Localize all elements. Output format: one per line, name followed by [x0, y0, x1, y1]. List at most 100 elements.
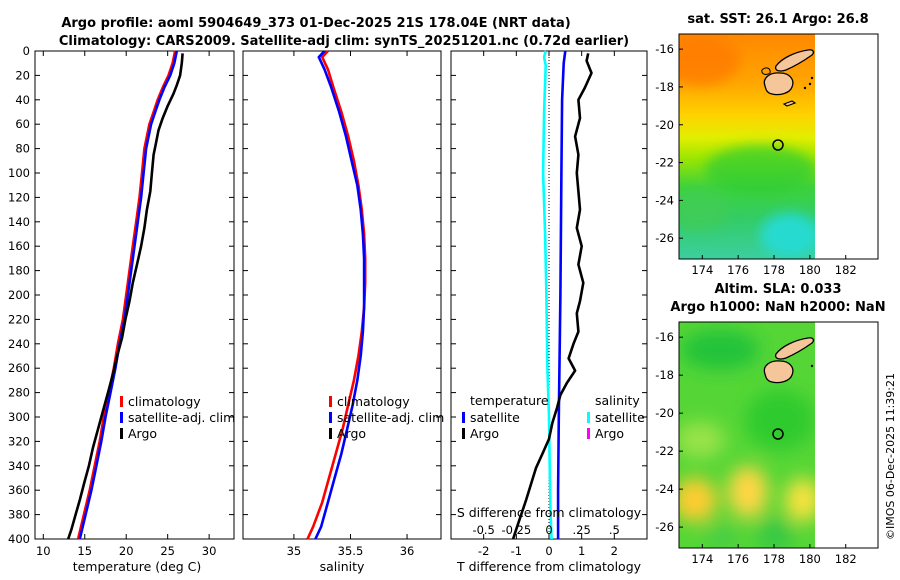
depth-tick-label: 380 [8, 508, 30, 522]
sla-map-title-2: Argo h1000: NaN h2000: NaN [670, 300, 885, 315]
depth-tick-label: 220 [8, 312, 30, 326]
title-line-2: Climatology: CARS2009. Satellite-adj cli… [59, 34, 629, 49]
lat-tick-label: -18 [655, 80, 674, 94]
depth-tick-label: 280 [8, 386, 30, 400]
difference-panel: -2 -1 0 1 2 S difference from climatology -0… [450, 50, 648, 574]
x-tick-label: 30 [202, 544, 217, 558]
difference-series [511, 50, 593, 540]
island-viti-levu [763, 72, 794, 96]
lat-tick-label: -18 [655, 368, 674, 382]
sla-map-axes-box [678, 321, 879, 549]
salinity-panel: 35 35.5 36 salinity climatology satellite-… [242, 50, 444, 574]
lat-tick-label: -26 [655, 231, 674, 245]
sst-map-image [679, 34, 815, 259]
lat-tick-label: -16 [655, 330, 674, 344]
sla-island-viti-levu [763, 360, 794, 384]
sst-cyan-patch [760, 213, 815, 257]
depth-tick-label: 240 [8, 337, 30, 351]
sal-legend-climatology-label: climatology [337, 394, 410, 409]
legend-s-satellite-swatch [587, 412, 590, 423]
sst-map-axes-box [678, 33, 879, 260]
sla-map-panel: Altim. SLA: 0.033 Argo h1000: NaN h2000:… [655, 282, 885, 566]
s-diff-tick-label: 0 [545, 523, 552, 537]
sla-island-vanua-levu [774, 337, 815, 360]
depth-tick-label: 180 [8, 264, 30, 278]
series-t-argo [511, 53, 593, 540]
lon-tick-label: 174 [691, 263, 713, 277]
lat-tick-label: -16 [655, 42, 674, 56]
series-satellite-adj-clim [314, 50, 366, 540]
t-difference-label: T difference from climatology [456, 559, 642, 574]
x-tick-label: 35.5 [338, 544, 364, 558]
sal-legend-satellite-swatch [329, 412, 332, 423]
lon-tick-label: 178 [763, 552, 785, 566]
lau-islands [803, 51, 815, 90]
salinity-x-label: salinity [320, 559, 365, 574]
temperature-legend: climatology satellite-adj. clim Argo [120, 394, 235, 441]
legend-s-argo-label: Argo [595, 426, 624, 441]
lon-tick-label: 176 [727, 263, 749, 277]
series-s-satellite [541, 50, 553, 540]
depth-tick-label: 120 [8, 190, 30, 204]
s-diff-tick-label: .25 [573, 523, 591, 537]
depth-tick-label: 20 [15, 68, 30, 82]
x-tick-label: 2 [611, 544, 618, 558]
legend-salinity-title: salinity [595, 393, 640, 408]
depth-tick-label: 400 [8, 532, 30, 546]
lat-tick-label: -22 [655, 444, 674, 458]
x-tick-label: 0 [545, 544, 552, 558]
sst-argo-marker [772, 139, 784, 151]
depth-tick-label: 0 [23, 44, 30, 58]
sla-green-blob-1 [680, 330, 760, 370]
lon-tick-label: 182 [835, 552, 857, 566]
lon-tick-label: 174 [691, 552, 713, 566]
depth-tick-label: 340 [8, 459, 30, 473]
legend-t-satellite-label: satellite [470, 410, 520, 425]
x-tick-label: 10 [36, 544, 51, 558]
x-tick-label: 25 [160, 544, 175, 558]
island-outline-west [761, 67, 771, 75]
sst-map-panel: sat. SST: 26.1 Argo: 26.8 174 176 178 180 18… [655, 12, 879, 277]
sla-map-ticks: 174 176 178 180 182 -16 -18 -20 -22 -24 -26 [655, 330, 857, 566]
sla-yellow-blob-3 [785, 478, 815, 522]
sst-map-title: sat. SST: 26.1 Argo: 26.8 [687, 12, 868, 27]
x-tick-label: 1 [578, 544, 585, 558]
sla-green-blob-2 [745, 390, 815, 450]
legend-climatology-label: climatology [128, 394, 201, 409]
s-diff-tick-label: .5 [609, 523, 620, 537]
legend-argo-swatch [120, 428, 123, 439]
salinity-depth-ticks [243, 50, 441, 540]
s-diff-tick-label: -0.25 [501, 523, 531, 537]
legend-satellite-label: satellite-adj. clim [128, 410, 235, 425]
sla-lau-islands [810, 339, 815, 368]
s-difference-ticks: -0.5 -0.25 0 .25 .5 [472, 523, 619, 537]
sal-legend-argo-label: Argo [337, 426, 366, 441]
salinity-legend: climatology satellite-adj. clim Argo [329, 394, 444, 441]
sst-green-patch-2 [679, 190, 728, 230]
lat-tick-label: -20 [655, 406, 674, 420]
sla-yellow-blob-2 [728, 466, 768, 518]
legend-t-satellite-swatch [462, 412, 465, 423]
temperature-panel: 0 20 40 60 80 100 120 140 160 180 200 220 240 260 280 3… [8, 44, 235, 574]
depth-tick-label: 360 [8, 483, 30, 497]
x-tick-label: -1 [511, 544, 522, 558]
depth-tick-label: 320 [8, 434, 30, 448]
depth-tick-label: 260 [8, 361, 30, 375]
series-argo [66, 53, 184, 540]
depth-tick-label: 80 [15, 142, 30, 156]
depth-tick-label: 160 [8, 239, 30, 253]
sst-green-patch [705, 145, 815, 195]
series-t-satellite [556, 50, 567, 539]
s-difference-label: S difference from climatology [457, 505, 642, 520]
difference-legend: temperature satellite Argo salinity sate… [462, 393, 645, 441]
sla-green-strip [757, 517, 793, 548]
lat-tick-label: -24 [655, 193, 674, 207]
x-tick-label: 35 [287, 544, 302, 558]
depth-tick-label: 100 [8, 166, 30, 180]
lon-tick-label: 178 [763, 263, 785, 277]
lon-tick-label: 176 [727, 552, 749, 566]
legend-satellite-swatch [120, 412, 123, 423]
lat-tick-label: -26 [655, 520, 674, 534]
sal-legend-climatology-swatch [329, 396, 332, 407]
sst-map-ticks: 174 176 178 180 182 -16 -18 -20 -22 -24 -26 [655, 42, 857, 277]
